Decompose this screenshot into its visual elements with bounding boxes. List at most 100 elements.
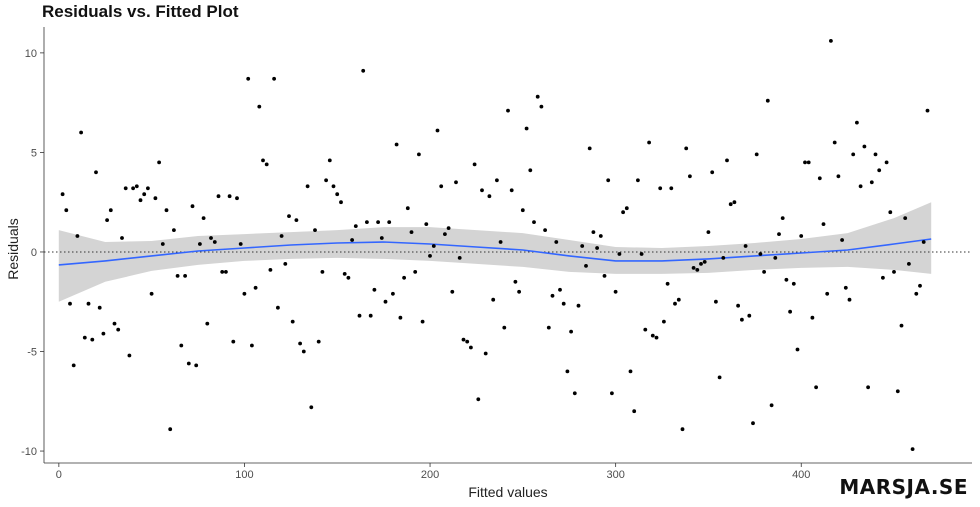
- data-point: [198, 242, 202, 246]
- data-point: [780, 216, 785, 221]
- data-point: [487, 194, 492, 199]
- data-point: [138, 198, 143, 203]
- data-point: [224, 270, 228, 274]
- data-point: [777, 232, 781, 237]
- data-point: [892, 270, 896, 274]
- data-point: [517, 289, 521, 294]
- data-point: [134, 184, 139, 189]
- data-point: [740, 317, 744, 322]
- data-point: [654, 335, 659, 340]
- data-point: [391, 291, 395, 296]
- data-point: [799, 234, 804, 238]
- data-point: [101, 331, 106, 336]
- data-point: [231, 339, 236, 344]
- data-point: [457, 256, 462, 260]
- data-point: [353, 224, 358, 229]
- y-tick-label: -5: [27, 347, 37, 359]
- data-point: [528, 168, 533, 173]
- data-point: [851, 152, 856, 157]
- data-point: [706, 230, 711, 235]
- axes-layer: 0 100 200 300 400 -10 -5 0 5 10: [21, 27, 972, 481]
- confidence-band: [58, 202, 932, 302]
- data-point: [283, 262, 288, 266]
- data-point: [428, 254, 432, 258]
- data-point: [907, 262, 911, 266]
- data-point: [829, 39, 833, 43]
- data-point: [235, 196, 239, 201]
- data-point: [788, 309, 792, 314]
- data-point: [435, 128, 440, 133]
- data-point: [877, 168, 882, 173]
- data-point: [394, 142, 399, 147]
- data-point: [242, 291, 247, 296]
- data-point: [450, 289, 455, 294]
- data-point: [650, 333, 655, 338]
- data-point: [201, 216, 206, 221]
- data-point: [843, 285, 848, 290]
- data-point: [246, 76, 251, 81]
- data-point: [725, 158, 729, 163]
- data-point: [595, 246, 599, 250]
- data-point: [765, 98, 770, 103]
- data-point: [361, 68, 366, 73]
- data-point: [476, 397, 481, 402]
- data-point: [153, 196, 158, 201]
- x-tick-label: 0: [56, 469, 62, 481]
- data-point: [791, 281, 796, 286]
- data-point: [773, 256, 778, 260]
- data-point: [379, 236, 384, 240]
- data-point: [569, 329, 573, 334]
- data-point: [220, 270, 225, 274]
- data-point: [676, 297, 681, 302]
- data-point: [413, 270, 418, 274]
- data-point: [491, 297, 496, 302]
- data-point: [895, 389, 900, 394]
- data-point: [431, 244, 436, 248]
- data-point: [914, 291, 919, 296]
- data-point: [910, 447, 915, 451]
- data-point: [116, 327, 121, 332]
- data-point: [290, 319, 295, 324]
- data-point: [71, 363, 76, 368]
- data-point: [268, 268, 273, 272]
- data-point: [699, 262, 703, 266]
- data-point: [112, 321, 117, 326]
- data-point: [327, 158, 332, 163]
- data-point: [836, 174, 841, 179]
- data-point: [624, 206, 629, 211]
- data-point: [309, 405, 314, 410]
- data-point: [639, 252, 644, 256]
- data-point: [346, 275, 351, 280]
- data-point: [576, 303, 581, 308]
- data-point: [647, 140, 651, 145]
- y-tick-label: 5: [31, 147, 37, 159]
- data-point: [190, 204, 195, 209]
- data-point: [662, 319, 666, 324]
- data-point: [105, 218, 109, 223]
- data-point: [276, 305, 280, 310]
- data-point: [495, 178, 499, 183]
- data-point: [643, 327, 648, 332]
- data-point: [606, 178, 611, 183]
- data-point: [769, 403, 774, 408]
- data-point: [316, 339, 321, 344]
- data-point: [918, 283, 922, 288]
- x-tick-label: 200: [421, 469, 439, 481]
- data-point: [172, 228, 176, 233]
- data-point: [558, 287, 562, 292]
- data-point: [691, 266, 696, 270]
- data-point: [806, 160, 811, 165]
- confidence-band-layer: [58, 202, 932, 302]
- data-point: [409, 230, 414, 235]
- data-point: [250, 343, 254, 348]
- data-point: [94, 170, 98, 175]
- data-point: [120, 236, 124, 240]
- data-point: [899, 323, 904, 328]
- data-point: [925, 108, 930, 113]
- data-point: [160, 242, 165, 246]
- data-point: [149, 291, 154, 296]
- data-point: [175, 274, 180, 278]
- data-point: [632, 409, 637, 414]
- data-point: [398, 315, 403, 320]
- data-point: [82, 335, 87, 340]
